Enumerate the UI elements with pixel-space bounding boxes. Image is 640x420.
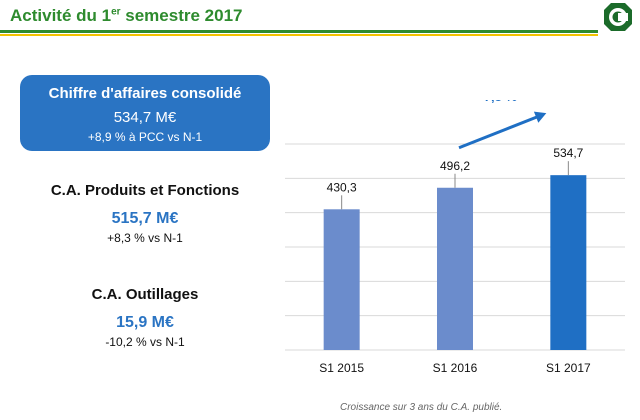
bar-s1-2015: [323, 209, 360, 350]
growth-arrow-shaft: [458, 114, 541, 150]
tools-title: C.A. Outillages: [91, 286, 199, 303]
data-label: 430,3: [327, 180, 357, 194]
x-tick-label: S1 2015: [319, 361, 364, 375]
tools-change: -10,2 % vs N-1: [105, 335, 185, 349]
header-yellow-line: [0, 34, 598, 36]
data-label: 496,2: [440, 159, 470, 173]
data-label: 534,7: [553, 146, 583, 160]
bar-s1-2017: [550, 175, 587, 350]
slide-title: Activité du 1er semestre 2017: [10, 6, 242, 26]
company-logo-icon: [604, 3, 632, 31]
title-main: Activité du 1: [10, 6, 112, 25]
header-green-line: [0, 30, 598, 33]
footnote: Croissance sur 3 ans du C.A. publié.: [340, 402, 503, 413]
title-rest: semestre 2017: [120, 6, 243, 25]
consolidated-title: Chiffre d'affaires consolidé: [48, 85, 242, 102]
revenue-bar-chart: 430,3 S1 2015 496,2 S1 2016 534,7 S1 2017 +7,8…: [285, 100, 625, 375]
consolidated-change: +8,9 % à PCC vs N-1: [87, 130, 203, 144]
slide-header: Activité du 1er semestre 2017: [0, 0, 640, 36]
products-value: 515,7 M€: [111, 210, 179, 227]
consolidated-value: 534,7 M€: [113, 109, 177, 126]
products-revenue-block: C.A. Produits et Fonctions 515,7 M€ +8,3…: [0, 182, 290, 245]
bar-s1-2016: [437, 187, 473, 350]
consolidated-revenue-box: Chiffre d'affaires consolidé 534,7 M€ +8…: [20, 75, 270, 151]
products-change: +8,3 % vs N-1: [107, 231, 183, 245]
products-title: C.A. Produits et Fonctions: [50, 182, 240, 199]
x-tick-label: S1 2016: [433, 361, 478, 375]
growth-arrow-icon: [533, 111, 547, 123]
title-superscript: er: [111, 6, 121, 18]
tools-value: 15,9 M€: [116, 314, 174, 331]
tools-revenue-block: C.A. Outillages 15,9 M€ -10,2 % vs N-1: [0, 286, 290, 349]
x-tick-label: S1 2017: [546, 361, 591, 375]
growth-label: +7,8 %: [476, 100, 517, 104]
